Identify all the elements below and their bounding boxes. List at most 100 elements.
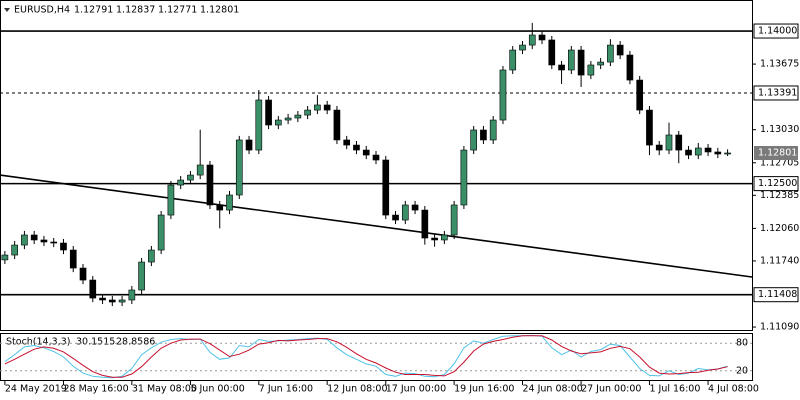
candle-body — [245, 139, 253, 151]
price-level-label: 1.11408 — [758, 289, 797, 300]
candle-body — [480, 129, 487, 141]
symbol-title: EURUSD,H4 — [14, 5, 70, 16]
candle-body — [333, 109, 341, 141]
y-tick-label: 1.13675 — [760, 59, 799, 70]
indicator-panel-frame — [0, 333, 753, 381]
indicator-line — [4, 335, 728, 378]
candle-body — [421, 209, 429, 239]
candle-body — [99, 297, 106, 301]
indicator-title: Stoch(14,3,3) — [6, 337, 70, 348]
candle-body — [607, 44, 614, 63]
candle-body — [343, 139, 351, 146]
candle-body — [499, 69, 507, 121]
ohlc-close: 1.12801 — [200, 5, 239, 16]
x-tick-label: 17 Jun 00:00 — [386, 384, 446, 395]
candle-body — [167, 184, 175, 216]
candle-body — [138, 261, 145, 291]
candle-body — [177, 179, 185, 186]
candle-body — [665, 134, 673, 151]
y-tick-label: 1.12385 — [760, 190, 799, 201]
x-tick-label: 24 May 2019 — [5, 384, 67, 395]
last-price-box — [754, 145, 798, 160]
y-tick-label: 1.11740 — [760, 255, 799, 266]
candle-body — [128, 289, 136, 301]
ohlc-high: 1.12837 — [116, 5, 155, 16]
trendline — [0, 174, 753, 278]
x-tick-label: 24 Jun 08:00 — [522, 384, 582, 395]
price-level-box — [753, 287, 799, 303]
candle-body — [304, 109, 311, 116]
x-tick-label: 27 Jun 00:00 — [581, 384, 641, 395]
candle-body — [60, 242, 67, 251]
price-level-box — [753, 85, 799, 101]
candle-body — [265, 99, 272, 126]
candle-body — [450, 204, 458, 236]
y-tick-label: 1.12060 — [760, 223, 799, 234]
candle-body — [626, 54, 634, 81]
candle-body — [284, 117, 292, 121]
indicator-d-value: 28.8586 — [116, 337, 155, 348]
candle-body — [108, 299, 116, 303]
indicator-line — [4, 334, 728, 379]
candle-body — [314, 104, 321, 111]
x-tick-label: 5 Jun 00:00 — [190, 384, 244, 395]
candle-body — [206, 164, 214, 206]
candle-body — [675, 134, 683, 151]
x-tick-label: 7 Jun 16:00 — [259, 384, 313, 395]
candle-body — [558, 64, 565, 71]
candle-body — [597, 61, 604, 66]
candle-body — [685, 149, 692, 156]
x-tick-label: 28 May 16:00 — [63, 384, 128, 395]
candle-body — [255, 99, 263, 151]
candle-body — [294, 114, 302, 119]
candle-body — [538, 34, 546, 41]
last-price-label: 1.12801 — [758, 147, 797, 158]
candle-body — [226, 194, 233, 211]
x-tick-label: 4 Jul 08:00 — [708, 384, 759, 395]
candle-body — [235, 139, 243, 196]
candle-body — [118, 299, 126, 303]
candle-body — [577, 49, 585, 76]
candle-body — [401, 204, 409, 221]
price-level-box — [753, 176, 799, 192]
candle-body — [187, 174, 194, 181]
candle-body — [636, 79, 644, 111]
candle-body — [460, 149, 468, 206]
indicator-k-value: 30.1515 — [76, 337, 115, 348]
candle-body — [431, 237, 438, 241]
candle-body — [89, 279, 97, 299]
x-tick-label: 19 Jun 16:00 — [454, 384, 514, 395]
ohlc-open: 1.12791 — [74, 5, 113, 16]
candle-body — [1, 254, 9, 261]
candle-body — [275, 119, 282, 126]
candle-body — [528, 34, 536, 46]
candle-body — [69, 249, 77, 269]
candle-body — [724, 152, 731, 155]
candle-body — [441, 234, 448, 241]
candle-body — [196, 164, 204, 176]
candle-body — [655, 144, 663, 151]
candle-body — [704, 147, 712, 153]
candle-body — [392, 214, 399, 221]
price-level-box — [753, 23, 799, 39]
candle-body — [11, 244, 18, 256]
price-level-label: 1.13391 — [758, 87, 797, 98]
candle-body — [216, 204, 224, 211]
menu-triangle[interactable] — [4, 8, 10, 12]
candle-body — [79, 267, 87, 281]
candle-body — [362, 149, 370, 156]
x-tick-label: 31 May 08:00 — [132, 384, 197, 395]
candle-body — [509, 49, 517, 71]
candle-body — [548, 39, 556, 66]
y-tick-label: 1.11090 — [760, 322, 799, 333]
candle-body — [470, 129, 477, 151]
y-tick-label: 1.13030 — [760, 124, 799, 135]
candle-body — [40, 239, 48, 243]
indicator-level-label: 80 — [736, 338, 748, 349]
x-tick-label: 1 Jul 16:00 — [649, 384, 700, 395]
candle-body — [694, 147, 702, 156]
candle-body — [382, 159, 390, 216]
candle-body — [567, 49, 575, 71]
candle-body — [646, 109, 653, 146]
